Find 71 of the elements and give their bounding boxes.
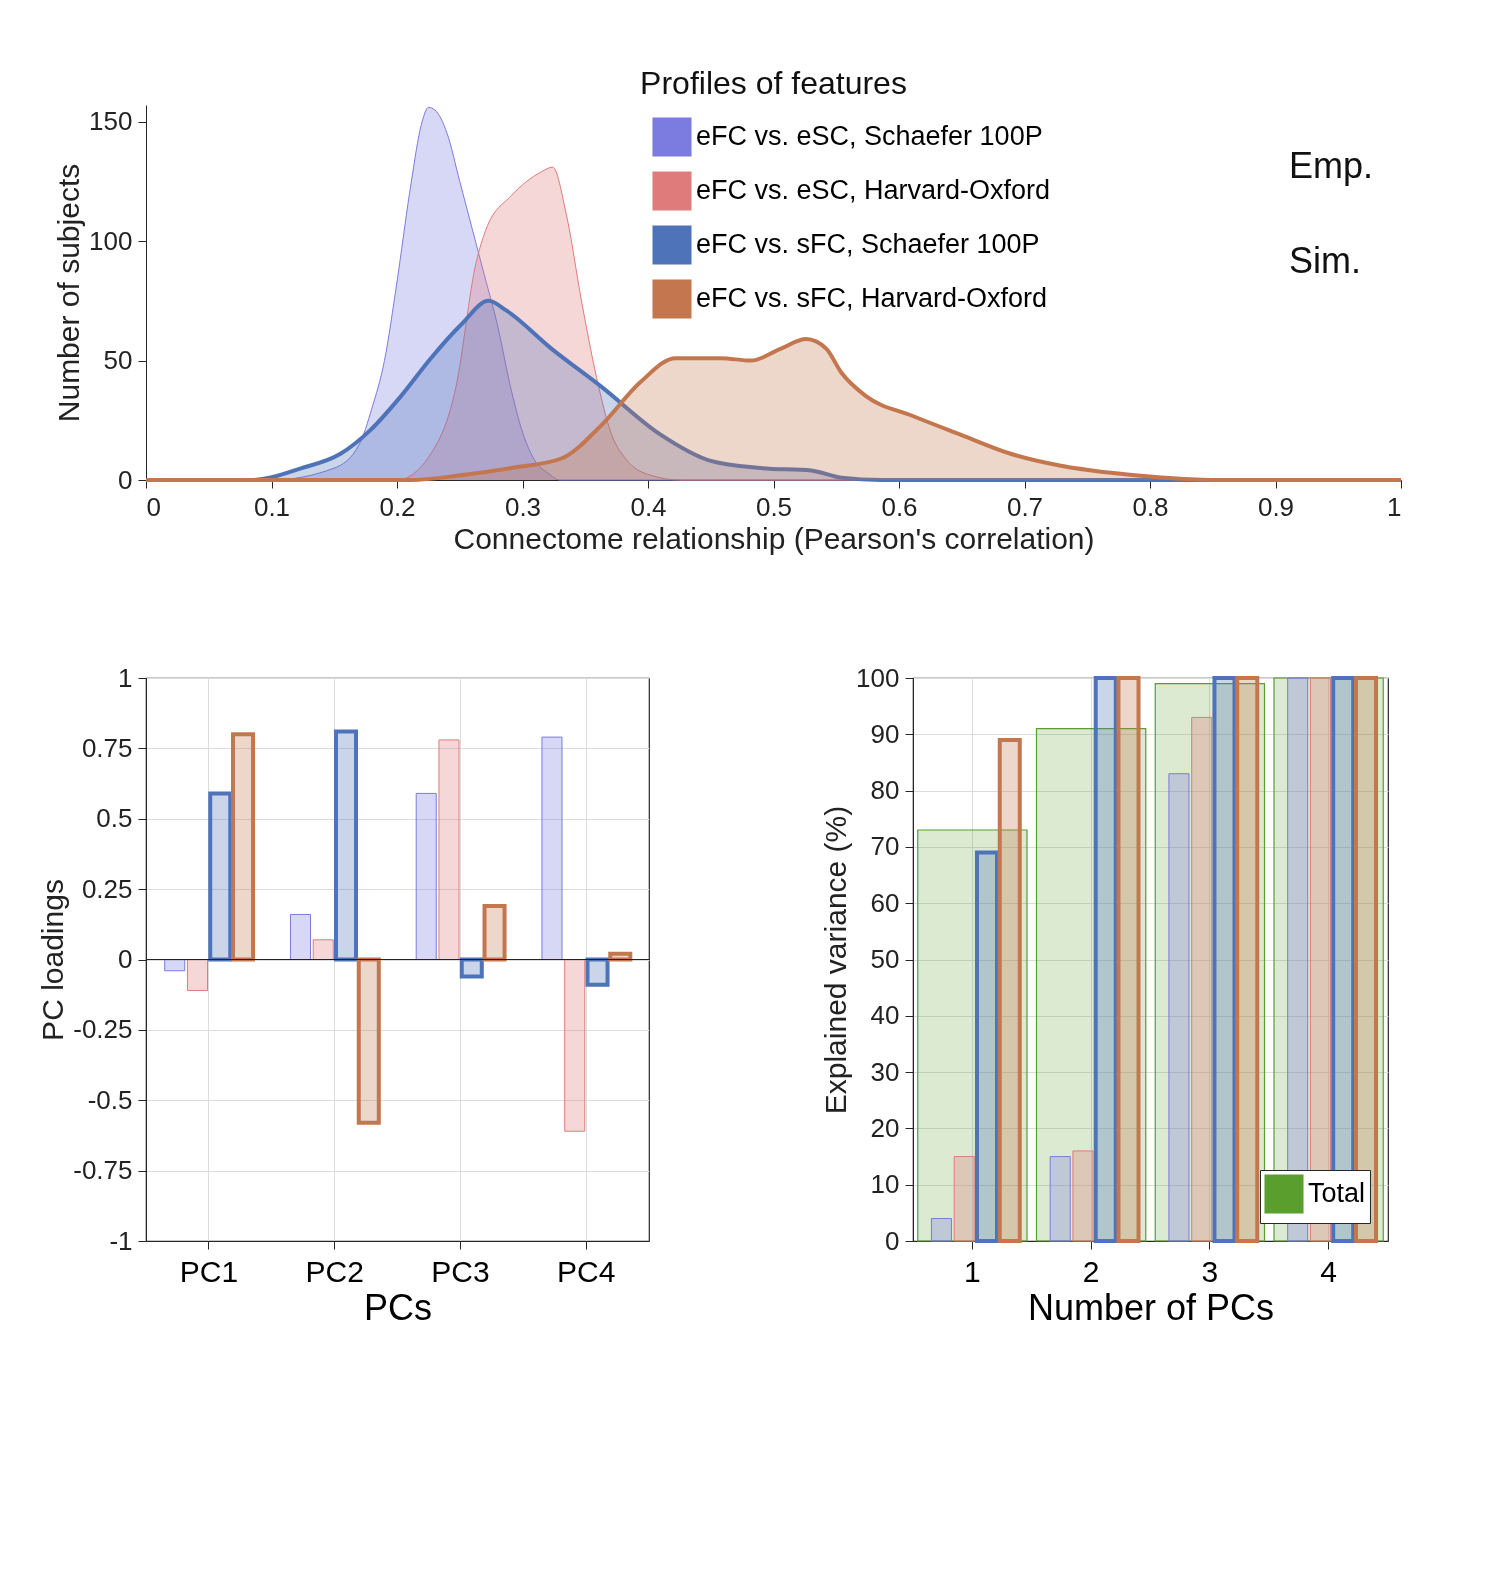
bar: [541, 736, 563, 960]
y-tick-label: 0.25: [81, 873, 133, 904]
bar: [930, 1217, 952, 1242]
x-tick-label: 0.8: [1132, 491, 1169, 522]
bar: [1072, 1150, 1094, 1242]
y-tick-label: 50: [103, 345, 133, 376]
y-tick-label: -0.25: [73, 1014, 133, 1045]
y-tick-label: -0.75: [73, 1155, 133, 1186]
y-tick-label: 50: [870, 944, 900, 974]
x-axis-title: Connectome relationship (Pearson's correlation): [453, 521, 1095, 555]
x-tick-label: 0.5: [755, 491, 793, 522]
bar: [1168, 773, 1190, 1242]
chart-title: Profiles of features: [640, 65, 907, 101]
y-tick-label: -0.5: [87, 1084, 133, 1115]
y-tick-label: 30: [870, 1056, 900, 1087]
x-tick-label: 0.3: [504, 491, 542, 522]
x-tick-label: 0.7: [1006, 491, 1044, 522]
annotation: Sim.: [1289, 240, 1361, 281]
y-tick-label: 80: [870, 775, 900, 806]
y-tick-label: 20: [870, 1112, 900, 1143]
x-tick-label: 3: [1201, 1254, 1219, 1288]
legend-label: eFC vs. sFC, Schaefer 100P: [696, 229, 1040, 259]
x-tick-label: 0.9: [1257, 491, 1295, 522]
x-tick-label: 1: [964, 1254, 981, 1288]
y-tick-label: 1: [118, 662, 133, 693]
bar: [953, 1156, 975, 1242]
annotation: Emp.: [1289, 145, 1374, 186]
x-tick-label: PC3: [431, 1254, 490, 1288]
bar: [289, 913, 311, 960]
x-tick-label: 0: [146, 491, 161, 522]
bar: [415, 792, 437, 960]
y-tick-label: 100: [89, 225, 133, 256]
y-axis-title: Explained variance (%): [819, 805, 853, 1115]
x-tick-label: 0.6: [881, 491, 918, 522]
y-tick-label: 0: [118, 944, 133, 974]
bar: [564, 959, 586, 1132]
y-tick-label: 90: [870, 718, 900, 749]
legend-label: eFC vs. eSC, Schaefer 100P: [696, 121, 1043, 151]
x-tick-label: 1: [1387, 491, 1402, 522]
legend-label: eFC vs. sFC, Harvard-Oxford: [696, 283, 1048, 313]
y-tick-label: 0: [885, 1225, 900, 1256]
y-tick-label: 40: [870, 1000, 900, 1031]
y-axis-title: Number of subjects: [52, 163, 86, 423]
y-tick-label: 10: [870, 1169, 900, 1200]
bar: [312, 939, 334, 960]
legend-label: eFC vs. eSC, Harvard-Oxford: [696, 175, 1051, 205]
y-tick-label: 150: [89, 106, 133, 137]
x-axis-title: PCs: [363, 1286, 433, 1328]
y-tick-label: 70: [870, 831, 900, 862]
bar: [438, 739, 460, 960]
x-tick-label: 4: [1320, 1254, 1337, 1288]
bar: [1049, 1156, 1071, 1242]
x-tick-label: 0.1: [253, 491, 291, 522]
bar: [1191, 716, 1213, 1242]
bar: [164, 959, 186, 972]
y-tick-label: 100: [856, 662, 900, 693]
x-tick-label: 0.2: [379, 491, 416, 522]
legend-label: Total: [1308, 1178, 1366, 1208]
y-tick-label: 0.75: [81, 732, 133, 763]
x-tick-label: PC1: [179, 1254, 239, 1288]
x-tick-label: PC4: [556, 1254, 616, 1288]
x-axis-title: Number of PCs: [1027, 1286, 1275, 1328]
y-tick-label: 60: [870, 887, 900, 918]
y-axis-title: PC loadings: [36, 879, 70, 1041]
y-tick-label: 0: [118, 464, 133, 495]
y-tick-label: -1: [109, 1225, 133, 1256]
bar: [186, 959, 209, 991]
y-tick-label: 0.5: [96, 803, 133, 834]
x-tick-label: 0.4: [630, 491, 667, 522]
x-tick-label: 2: [1082, 1254, 1100, 1288]
x-tick-label: PC2: [305, 1254, 364, 1288]
